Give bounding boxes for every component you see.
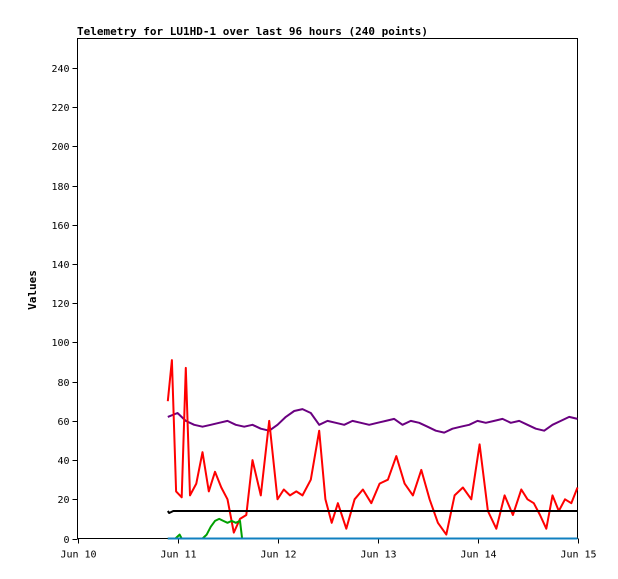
y-tick-label: 20 [57,495,69,506]
x-tick-label: Jun 12 [260,550,296,561]
series-group [166,359,579,540]
x-tick-label: Jun 11 [160,550,196,561]
chart-title: Telemetry for LU1HD-1 over last 96 hours… [77,25,428,38]
y-tick-label: 140 [51,260,69,271]
y-tick-label: 120 [51,299,69,310]
series-line-2 [166,510,578,514]
y-tick-label: 40 [57,456,69,467]
x-tick-label: Jun 10 [60,550,96,561]
plot-frame [77,38,578,539]
y-tick-label: 160 [51,221,69,232]
x-tick-label: Jun 14 [460,550,496,561]
y-tick-label: 100 [51,338,69,349]
y-tick-label: 240 [51,64,69,75]
y-tick-label: 220 [51,103,69,114]
x-tick-label: Jun 13 [360,550,396,561]
x-tick-label: Jun 15 [560,550,596,561]
y-axis-label: Values [26,270,39,310]
series-line-1 [166,359,579,536]
y-tick-label: 60 [57,417,69,428]
y-axis: 0 20 40 60 80 100 120 140 160 180 200 220 240 [51,64,78,546]
x-axis: Jun 10 Jun 11 Jun 12 Jun 13 Jun 14 Jun 15 [60,538,597,561]
y-tick-label: 0 [63,535,69,546]
y-tick-label: 80 [57,378,69,389]
series-line-3 [167,517,244,540]
y-tick-label: 200 [51,142,69,153]
y-tick-label: 180 [51,182,69,193]
series-line-0 [167,408,578,434]
